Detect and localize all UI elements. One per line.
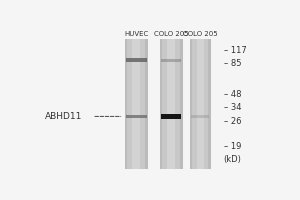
Text: ABHD11: ABHD11 bbox=[44, 112, 82, 121]
Bar bbox=[161, 114, 182, 119]
Bar bbox=[208, 39, 211, 169]
Text: – 85: – 85 bbox=[224, 59, 241, 68]
Text: HUVEC: HUVEC bbox=[124, 31, 148, 37]
Bar bbox=[161, 59, 182, 62]
Bar bbox=[191, 115, 209, 118]
Bar bbox=[180, 39, 183, 169]
Bar bbox=[190, 39, 211, 169]
Bar bbox=[125, 39, 128, 169]
Text: – 117: – 117 bbox=[224, 46, 246, 55]
Bar bbox=[126, 58, 146, 62]
Text: COLO 205: COLO 205 bbox=[183, 31, 218, 37]
Text: – 34: – 34 bbox=[224, 103, 241, 112]
Bar bbox=[160, 39, 183, 169]
Bar bbox=[167, 39, 175, 169]
Bar bbox=[126, 115, 146, 118]
Bar bbox=[190, 39, 192, 169]
Text: – 19: – 19 bbox=[224, 142, 241, 151]
Text: – 26: – 26 bbox=[224, 117, 241, 126]
Text: (kD): (kD) bbox=[224, 155, 242, 164]
Bar bbox=[125, 39, 148, 169]
Text: COLO 205: COLO 205 bbox=[154, 31, 188, 37]
Text: – 48: – 48 bbox=[224, 90, 241, 99]
Bar bbox=[196, 39, 204, 169]
Bar bbox=[145, 39, 148, 169]
Bar bbox=[160, 39, 162, 169]
Bar bbox=[132, 39, 140, 169]
